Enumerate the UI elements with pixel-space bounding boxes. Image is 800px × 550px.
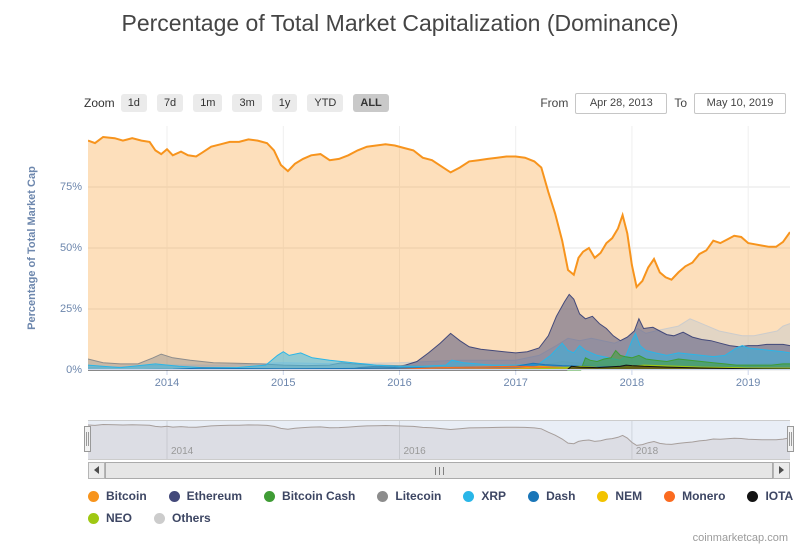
zoom-buttons: 1d 7d 1m 3m 1y YTD ALL (120, 94, 389, 112)
zoom-button-7d[interactable]: 7d (156, 94, 184, 112)
zoom-button-3m[interactable]: 3m (232, 94, 262, 112)
legend-label: Monero (682, 489, 726, 503)
legend-item-iota[interactable]: IOTA (747, 489, 793, 503)
x-axis-tick-label: 2015 (271, 377, 296, 389)
x-axis-tick-label: 2019 (735, 377, 761, 389)
y-axis-tick-label: 75% (59, 181, 82, 193)
main-plot-area[interactable] (88, 126, 790, 376)
scrollbar (88, 462, 790, 479)
y-axis-tick-label: 25% (59, 303, 82, 315)
legend-bullet-icon (664, 490, 676, 502)
zoom-button-1d[interactable]: 1d (120, 94, 147, 112)
zoom-button-1m[interactable]: 1m (193, 94, 223, 112)
legend-row: Bitcoin Ethereum Bitcoin Cash Litecoin XRP Da… (88, 489, 794, 503)
svg-text:2016: 2016 (404, 446, 427, 457)
legend-bullet-icon (154, 512, 166, 524)
from-label: From (540, 96, 569, 110)
legend-bullet-icon (597, 490, 609, 502)
navigator-left-handle[interactable] (84, 426, 91, 452)
legend-item-monero[interactable]: Monero (664, 489, 725, 503)
legend-label: Others (172, 511, 211, 525)
scrollbar-thumb[interactable] (105, 462, 773, 479)
svg-text:2014: 2014 (171, 446, 194, 457)
page-title: Percentage of Total Market Capitalizatio… (121, 10, 679, 36)
legend-label: IOTA (765, 489, 794, 503)
legend-row: NEO Others (88, 511, 794, 525)
legend-bullet-icon (528, 490, 540, 502)
legend-label: Litecoin (395, 489, 442, 503)
navigator-right-handle[interactable] (787, 426, 794, 452)
zoom-label: Zoom (84, 96, 115, 110)
legend-bullet-icon (168, 490, 180, 502)
legend-label: Dash (546, 489, 576, 503)
legend-bullet-icon (88, 512, 99, 524)
legend: Bitcoin Ethereum Bitcoin Cash Litecoin XRP Da… (88, 489, 794, 533)
y-axis-tick-label: 50% (59, 242, 82, 254)
legend-item-dash[interactable]: Dash (528, 489, 575, 503)
svg-text:2018: 2018 (636, 446, 659, 457)
x-axis-tick-label: 2018 (619, 377, 645, 389)
legend-label: Bitcoin (106, 489, 147, 503)
x-axis-tick-label: 2016 (387, 377, 412, 389)
y-axis-tick-label: 0% (66, 364, 82, 376)
zoom-button-ytd[interactable]: YTD (307, 94, 344, 112)
scrollbar-grip-icon (435, 467, 444, 475)
x-axis-labels: 2014 2015 2016 2017 2018 2019 (88, 377, 790, 391)
legend-label: NEO (106, 511, 133, 525)
legend-bullet-icon (747, 490, 759, 502)
legend-item-nem[interactable]: NEM (597, 489, 642, 503)
y-axis-title: Percentage of Total Market Cap (26, 166, 38, 330)
legend-label: XRP (481, 489, 507, 503)
legend-bullet-icon (377, 490, 389, 502)
legend-item-litecoin[interactable]: Litecoin (377, 489, 441, 503)
legend-bullet-icon (463, 490, 475, 502)
zoom-button-all[interactable]: ALL (353, 94, 389, 112)
legend-bullet-icon (88, 490, 99, 502)
legend-item-others[interactable]: Others (154, 511, 211, 525)
dominance-area-chart[interactable] (88, 126, 790, 376)
zoom-button-1y[interactable]: 1y (271, 94, 298, 112)
legend-item-ethereum[interactable]: Ethereum (168, 489, 243, 503)
legend-item-bitcoin-cash[interactable]: Bitcoin Cash (264, 489, 355, 503)
x-axis-tick-label: 2017 (503, 377, 528, 389)
legend-bullet-icon (264, 490, 276, 502)
legend-label: NEM (615, 489, 643, 503)
left-arrow-icon (94, 466, 99, 474)
to-date-input[interactable] (694, 92, 786, 114)
legend-label: Bitcoin Cash (282, 489, 356, 503)
navigator[interactable]: 2014 2016 2018 (84, 420, 794, 460)
from-date-input[interactable] (575, 92, 668, 114)
to-label: To (674, 96, 687, 110)
range-selector-toolbar: Zoom 1d 7d 1m 3m 1y YTD ALL From To (84, 92, 786, 114)
legend-item-bitcoin[interactable]: Bitcoin (88, 489, 147, 503)
scrollbar-left-button[interactable] (88, 462, 105, 479)
legend-item-neo[interactable]: NEO (88, 511, 132, 525)
scrollbar-right-button[interactable] (773, 462, 790, 479)
navigator-chart[interactable]: 2014 2016 2018 (88, 420, 790, 460)
y-axis-labels: 0% 25% 50% 75% (40, 126, 82, 376)
watermark: coinmarketcap.com (692, 532, 788, 544)
right-arrow-icon (779, 466, 784, 474)
legend-label: Ethereum (186, 489, 243, 503)
legend-item-xrp[interactable]: XRP (463, 489, 506, 503)
x-axis-tick-label: 2014 (154, 377, 180, 389)
